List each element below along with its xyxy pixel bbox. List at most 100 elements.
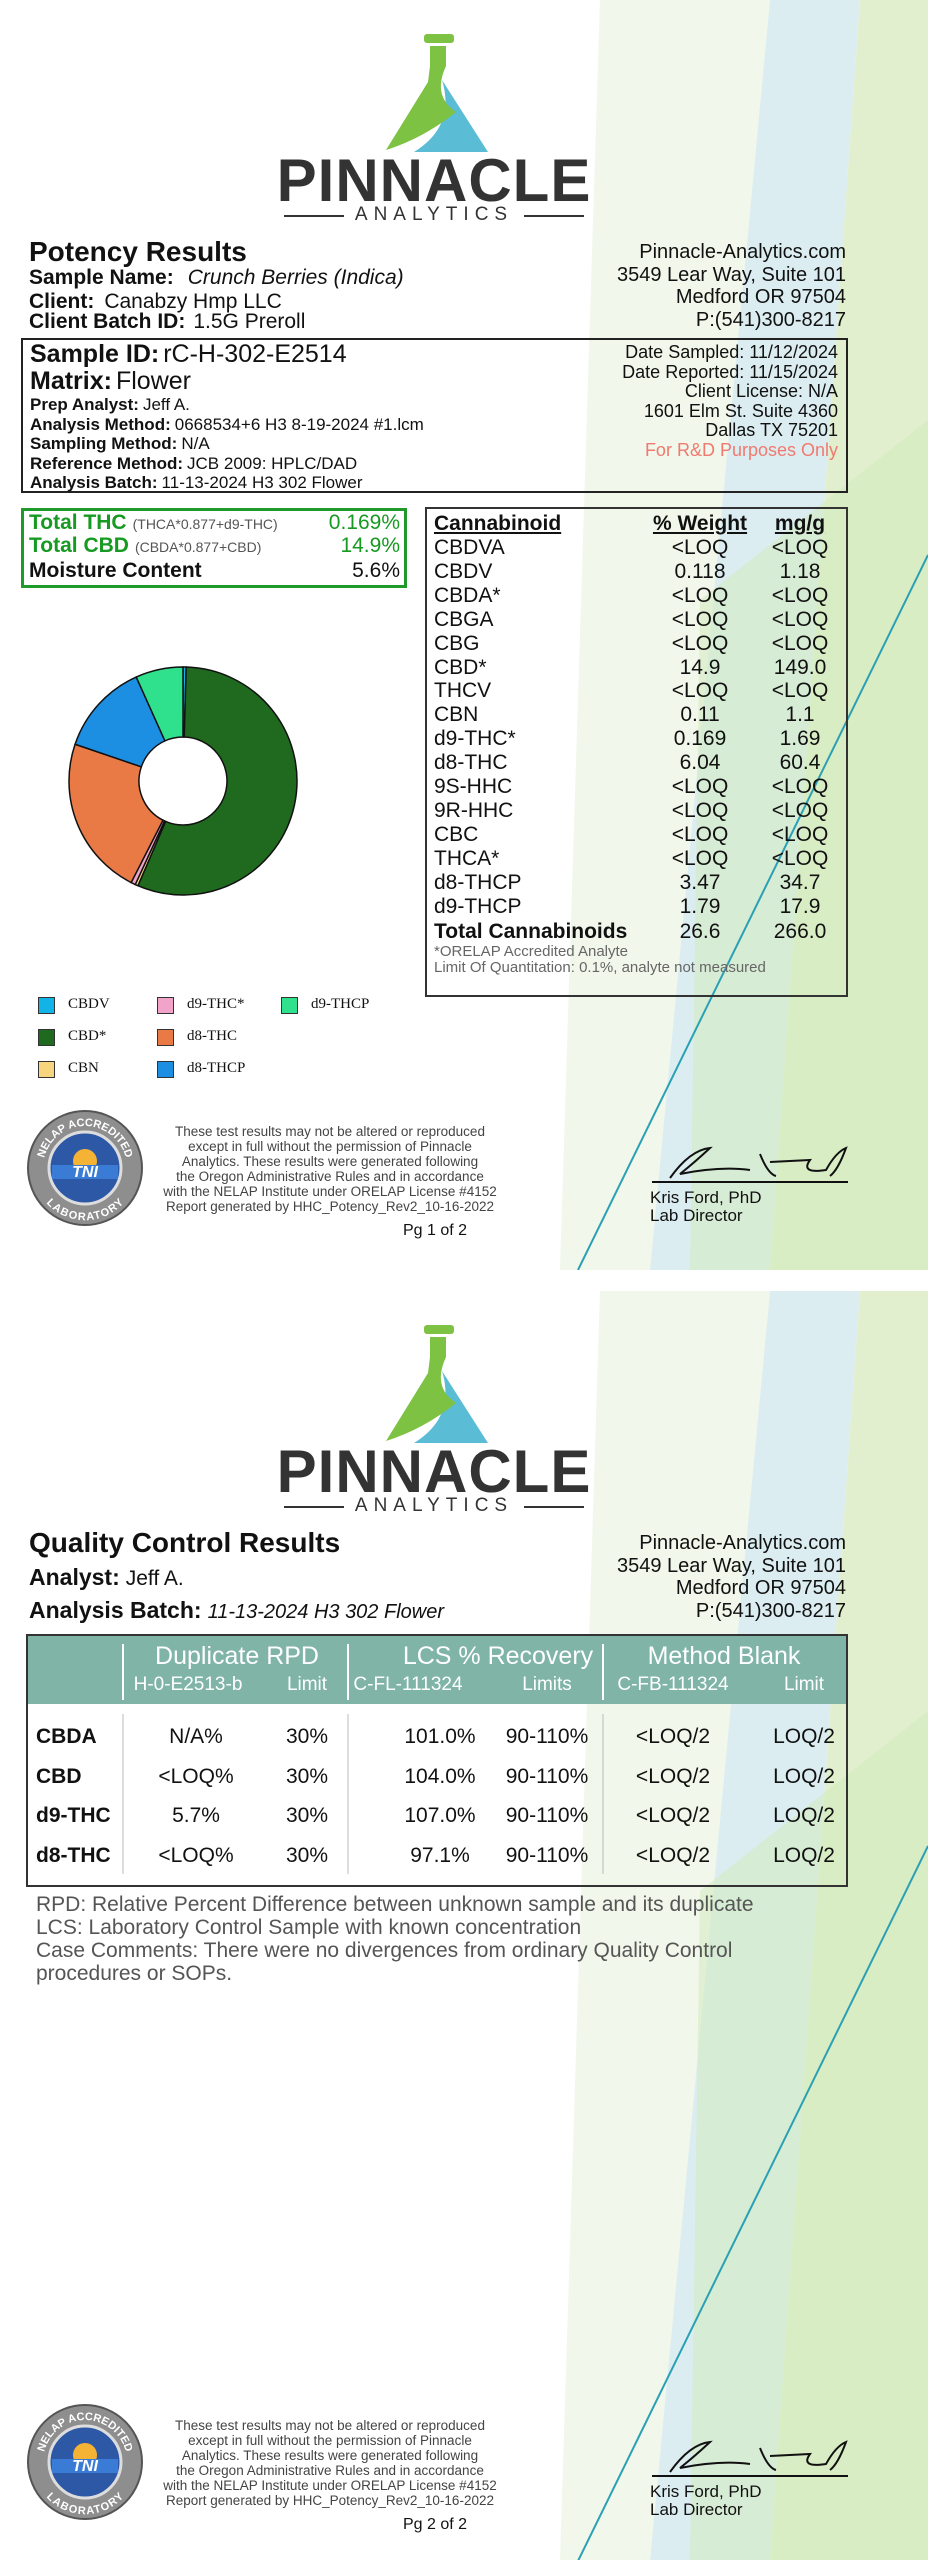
matrix-value: Flower — [115, 367, 191, 395]
sample-box — [21, 338, 848, 493]
signature-scribble — [669, 1146, 848, 1179]
table-cell: <LOQ — [671, 607, 729, 631]
table-cell: <LOQ — [671, 798, 729, 822]
company-website: Pinnacle-Analytics.com — [639, 1532, 846, 1554]
table-cell: 34.7 — [779, 870, 821, 894]
signature-title: Lab Director — [650, 1206, 743, 1225]
detail-value: 0668534+6 H3 8-19-2024 #1.lcm — [174, 414, 424, 434]
qc-cell: <LOQ% — [158, 1843, 234, 1867]
detail: Prep Analyst: Jeff A. — [30, 395, 190, 415]
qc-cell: 107.0% — [404, 1804, 476, 1828]
table-cell: 0.118 — [674, 559, 726, 583]
signature-mark — [652, 2440, 848, 2477]
table-cell: <LOQ — [671, 822, 729, 846]
qc-cell: 90-110% — [505, 1843, 589, 1867]
detail-label: Reference Method: — [30, 453, 184, 473]
seal: NELAP ACCREDITED TNI LABORATORY — [27, 1110, 143, 1226]
detail: Analysis Method: 0668534+6 H3 8-19-2024 #… — [30, 415, 424, 435]
sample-id: Sample ID: rC-H-302-E2514 — [30, 340, 347, 369]
qc-header-band — [28, 1636, 846, 1704]
qc-cell: <LOQ% — [158, 1764, 234, 1788]
qc-cell: LOQ/2 — [773, 1804, 835, 1828]
company-phone: P:(541)300-8217 — [695, 1599, 846, 1622]
legend-swatch — [157, 1061, 174, 1078]
qc-group-id: C-FL-111324 — [353, 1674, 463, 1695]
total-row: Total THC (THCA*0.877+d9-THC) — [29, 511, 278, 535]
company-address1: 3549 Lear Way, Suite 101 — [616, 1554, 846, 1577]
qc-cell: 90-110% — [505, 1804, 589, 1828]
qc-cell: <LOQ/2 — [635, 1764, 711, 1788]
table-cell: <LOQ — [771, 846, 829, 870]
table-cell: 1.1 — [785, 703, 815, 727]
matrix: Matrix: Flower — [30, 367, 191, 396]
detail: Reference Method: JCB 2009: HPLC/DAD — [30, 454, 357, 474]
legend-label: CBDV — [68, 996, 110, 1012]
table-cell: THCA* — [434, 846, 500, 870]
table-cell: 1.79 — [679, 894, 721, 918]
company-address2: Medford OR 97504 — [675, 286, 846, 308]
legend-label: CBN — [68, 1060, 99, 1076]
table-cell: 0.11 — [680, 703, 720, 727]
analysis-batch: Analysis Batch: 11-13-2024 H3 302 Flower — [29, 1597, 444, 1624]
analysis-batch-label: Analysis Batch: — [29, 1597, 202, 1623]
stripe — [690, 1711, 928, 2560]
detail-value: N/A — [181, 434, 210, 454]
table-total: 26.6 — [679, 920, 721, 943]
table-cell: CBC — [434, 822, 479, 846]
totals-box — [21, 508, 407, 588]
qc-group-limit: Limit — [286, 1674, 328, 1695]
flask-cap — [424, 1325, 454, 1334]
qc-group-title: Method Blank — [647, 1642, 801, 1670]
info-line: Date Reported: 11/15/2024 — [622, 361, 838, 382]
qc-cell: LOQ/2 — [773, 1843, 835, 1867]
detail-value: Jeff A. — [142, 395, 190, 414]
pie-slice — [68, 743, 164, 884]
qc-cell: LOQ/2 — [773, 1725, 835, 1748]
legend-swatch — [38, 997, 55, 1014]
signature-scribble — [669, 2440, 848, 2473]
legend-label: d8-THCP — [187, 1060, 246, 1076]
total-value: 14.9% — [340, 534, 400, 557]
qc-group-id: C-FB-111324 — [617, 1674, 729, 1695]
flask-teal — [414, 56, 488, 152]
info-line: Date Sampled: 11/12/2024 — [625, 342, 838, 362]
qc-cell: 101.0% — [404, 1725, 476, 1748]
disclaimer-line: Analytics. These results were generated … — [181, 2448, 479, 2463]
detail-value: 11-13-2024 H3 302 Flower — [161, 473, 363, 493]
signature-name: Kris Ford, PhD — [650, 1188, 762, 1207]
client-batch: Client Batch ID: 1.5G Preroll — [29, 310, 305, 334]
disclaimer-line: Report generated by HHC_Potency_Rev2_10-… — [166, 1199, 494, 1214]
detail-label: Prep Analyst: — [30, 395, 139, 414]
table-cell: CBDVA — [434, 536, 505, 559]
logo — [386, 34, 488, 152]
table-cell: <LOQ — [671, 631, 729, 655]
table-cell: THCV — [434, 679, 492, 703]
company-website: Pinnacle-Analytics.com — [639, 241, 846, 263]
table-cell: 9S-HHC — [434, 775, 513, 798]
table-note: *ORELAP Accredited Analyte — [434, 943, 629, 960]
signature-name: Kris Ford, PhD — [650, 2482, 762, 2501]
detail-label: Analysis Method: — [30, 414, 171, 434]
table-cell: 6.04 — [679, 751, 721, 775]
matrix-label: Matrix: — [30, 367, 112, 395]
table-cell: 3.47 — [679, 870, 721, 894]
table-cell: 17.9 — [779, 894, 821, 918]
legend-label: d9-THC* — [187, 996, 245, 1012]
legend-label: d9-THCP — [311, 996, 370, 1012]
table-cell: CBDV — [434, 559, 493, 583]
cannabinoid-box — [425, 507, 848, 997]
table-cell: <LOQ — [771, 607, 829, 631]
total-label: Total THC — [29, 511, 127, 534]
table-cell: d8-THC — [434, 751, 508, 775]
total-value: 0.169% — [328, 511, 400, 534]
table-cell: <LOQ — [771, 775, 829, 798]
legend-label: d8-THC — [187, 1028, 237, 1044]
table-cell: <LOQ — [771, 583, 829, 607]
table-cell: <LOQ — [671, 583, 729, 607]
company-phone: P:(541)300-8217 — [695, 308, 846, 331]
company-name: PINNACLE — [276, 147, 592, 214]
detail: Sampling Method: N/A — [30, 434, 210, 454]
table-cell: <LOQ — [671, 536, 729, 559]
seal-ground — [52, 2459, 118, 2473]
company-sub: ANALYTICS — [354, 204, 514, 225]
